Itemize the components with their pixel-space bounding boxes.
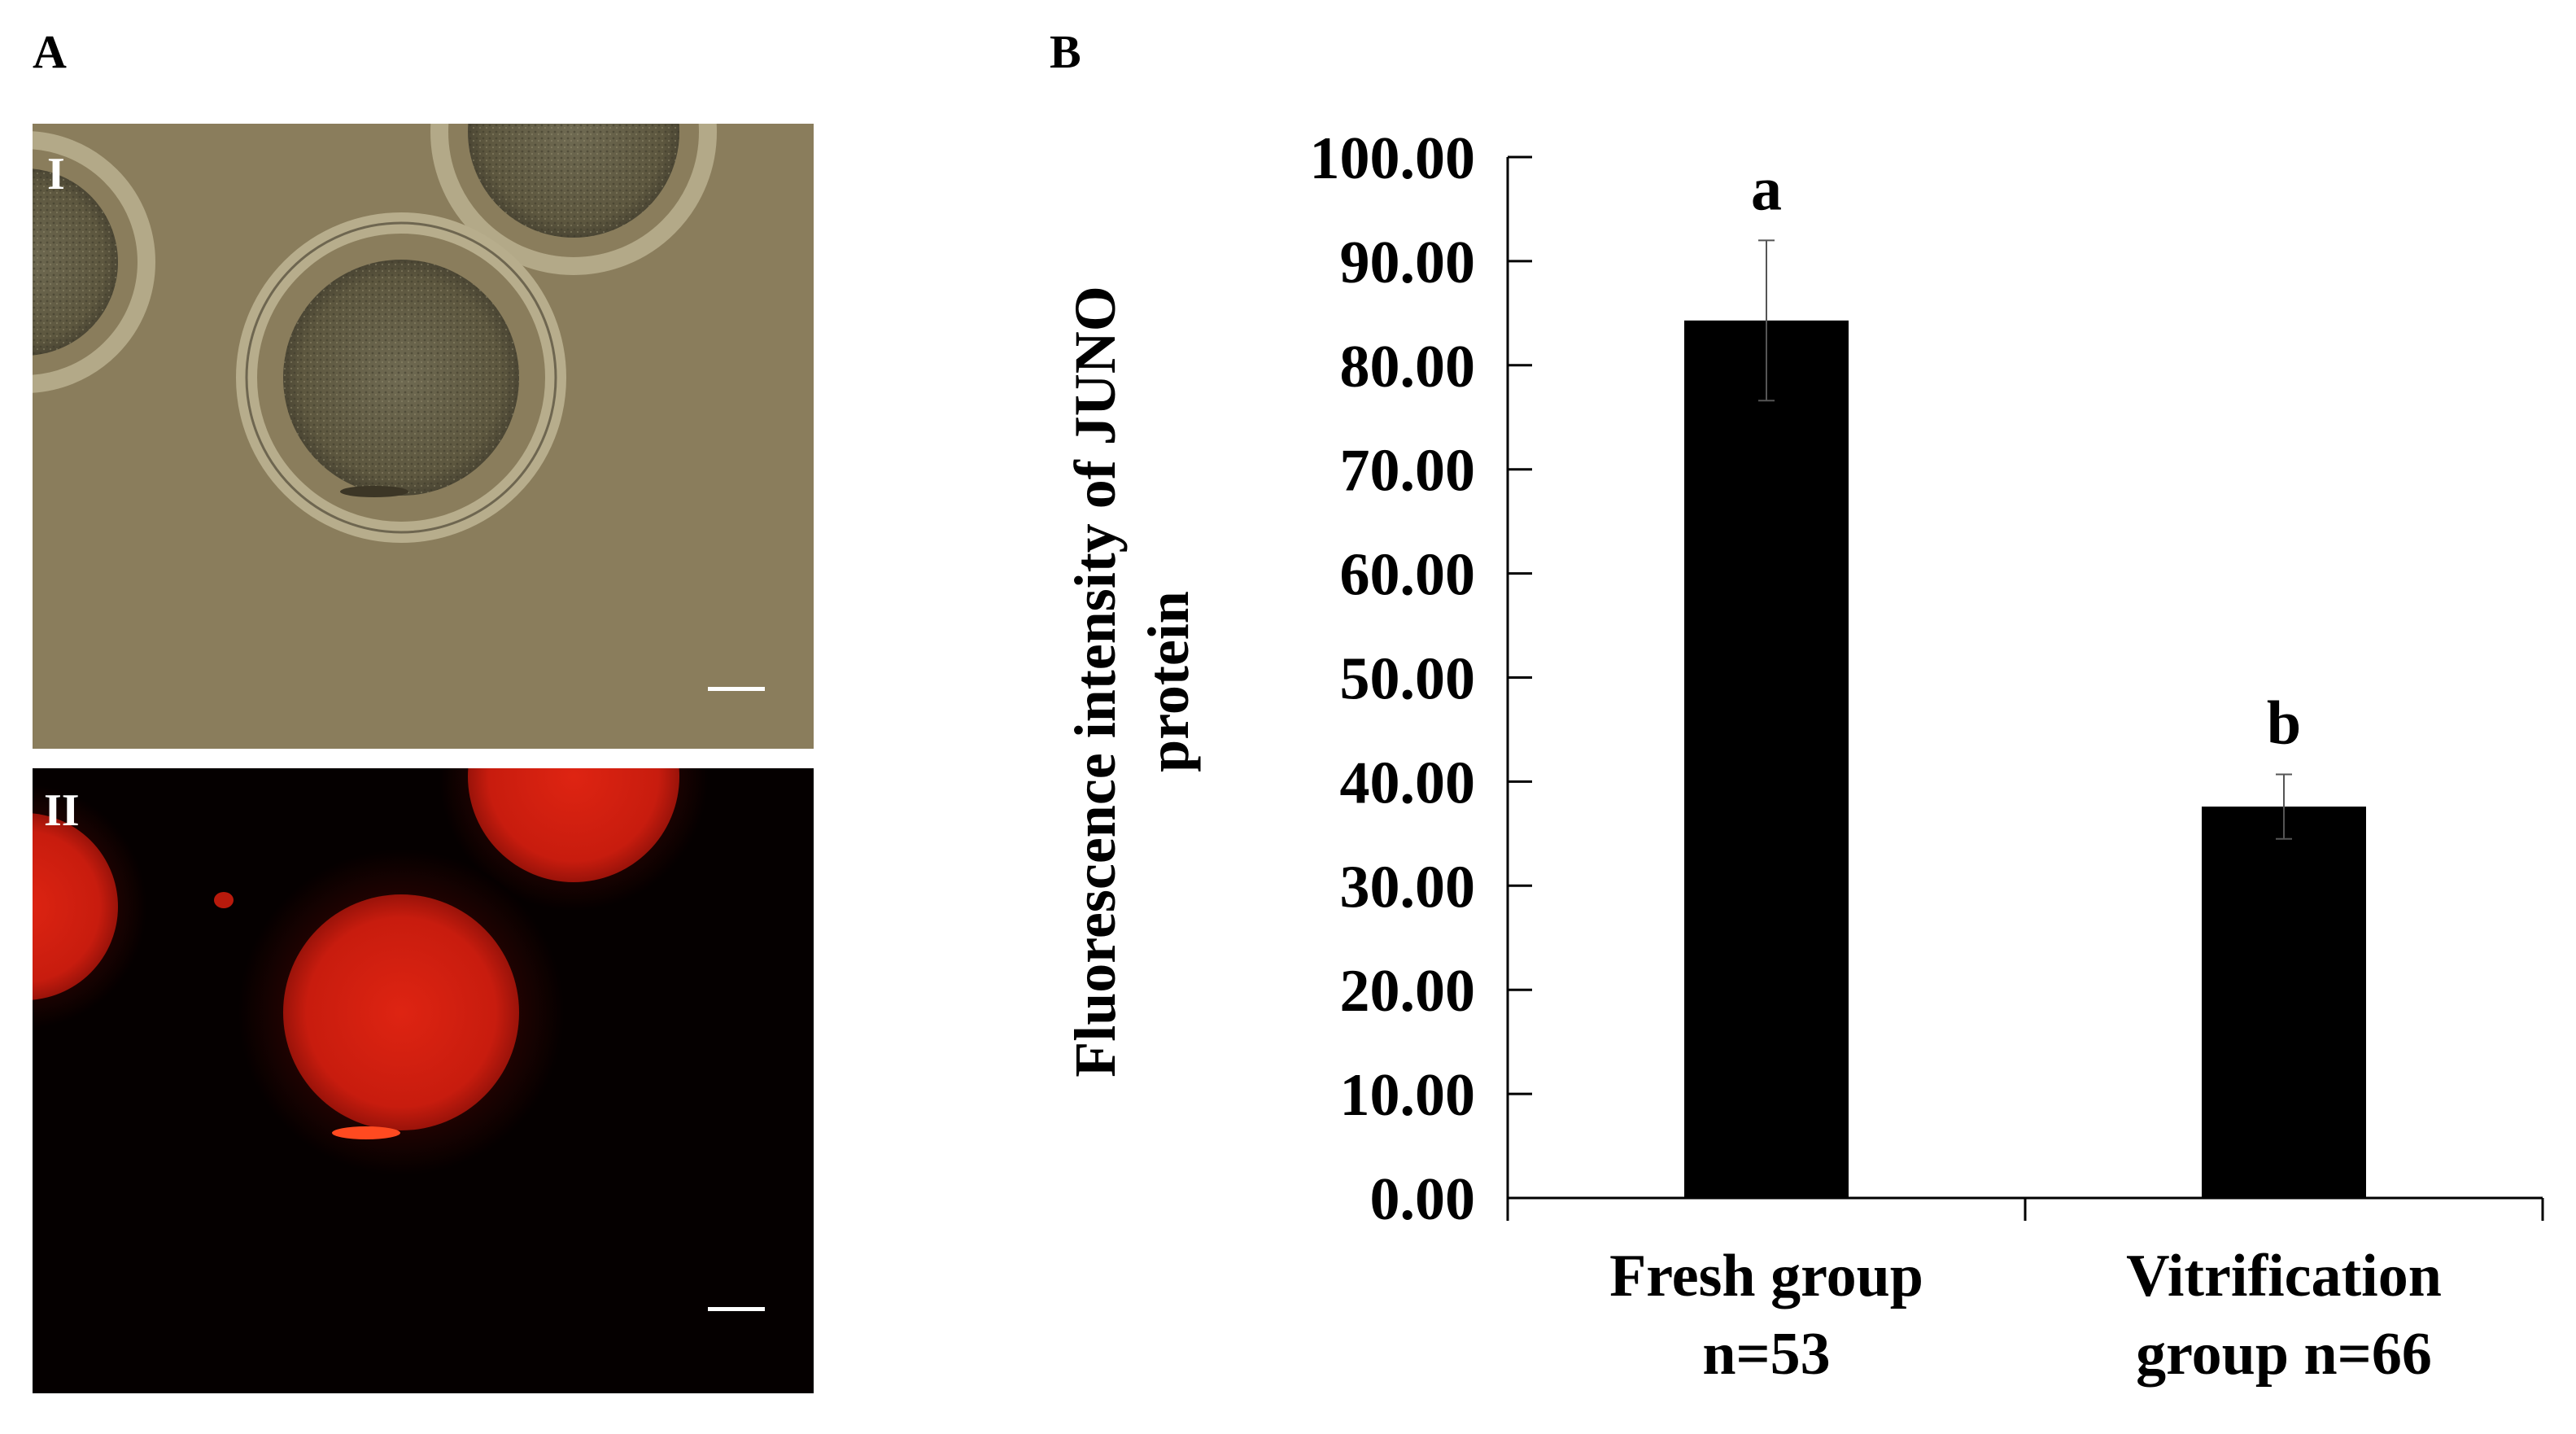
micrograph-label-ii: II: [44, 785, 80, 836]
y-tick-label: 80.00: [1340, 334, 1476, 400]
y-tick-label: 0.00: [1370, 1166, 1476, 1233]
panel-a-letter: A: [33, 25, 67, 78]
y-tick-label: 70.00: [1340, 438, 1476, 505]
y-tick-label: 90.00: [1340, 230, 1476, 296]
x-category-label: group n=66: [2136, 1321, 2432, 1388]
y-tick-label: 60.00: [1340, 542, 1476, 609]
bar: [1684, 320, 1849, 1199]
x-category-label: n=53: [1702, 1321, 1830, 1388]
y-tick-label: 40.00: [1340, 750, 1476, 816]
bar: [2202, 807, 2366, 1198]
y-tick-label: 100.00: [1310, 125, 1476, 192]
panel-b-letter: B: [1050, 25, 1081, 78]
x-category-label: Fresh group: [1609, 1243, 1923, 1309]
fluorescence-micrograph: II: [33, 768, 814, 1393]
brightfield-micrograph: I: [33, 124, 814, 749]
y-tick-label: 30.00: [1340, 854, 1476, 920]
y-axis-title: Fluorescence intensity of JUNO: [1063, 286, 1128, 1078]
micrograph-label-i: I: [47, 149, 65, 199]
x-category-label: Vitrification: [2126, 1243, 2442, 1309]
y-tick-label: 20.00: [1340, 958, 1476, 1025]
y-tick-label: 50.00: [1340, 646, 1476, 713]
significance-label: a: [1751, 155, 1782, 223]
y-axis-title: protein: [1136, 591, 1201, 772]
significance-label: b: [2267, 689, 2301, 757]
y-tick-label: 10.00: [1340, 1062, 1476, 1129]
